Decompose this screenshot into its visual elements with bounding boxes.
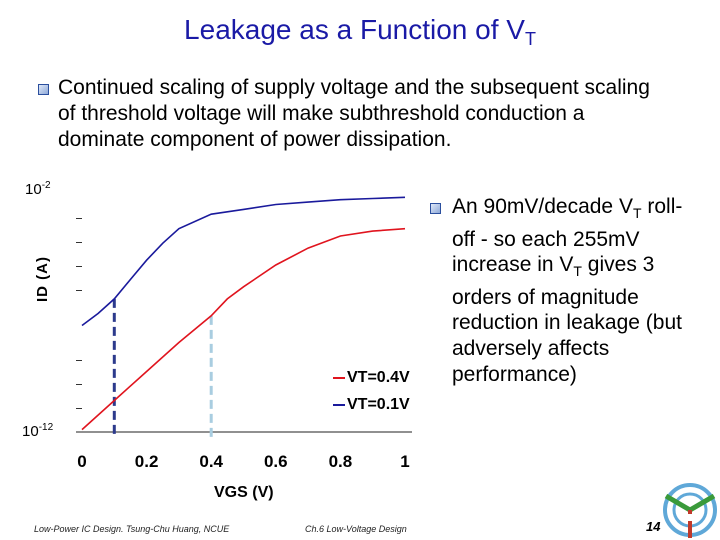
y-tick	[76, 384, 82, 385]
x-tick-label: 1	[400, 452, 410, 471]
x-tick-label: 0.4	[199, 452, 224, 471]
legend-label: VT=0.1V	[347, 396, 410, 413]
slide-title: Leakage as a Function of VT	[184, 14, 536, 49]
x-tick-label: 0.6	[263, 452, 288, 471]
footer-left: Low-Power IC Design. Tsung-Chu Huang, NC…	[34, 524, 230, 534]
x-tick-label: 0	[77, 452, 87, 471]
y-axis-bottom-label: 10-12	[22, 422, 54, 440]
university-logo-icon	[663, 483, 717, 538]
series-line-1	[81, 196, 406, 327]
y-tick	[76, 242, 82, 243]
y-tick	[76, 290, 82, 291]
legend-item-vt04: VT=0.4V	[333, 369, 410, 387]
y-tick	[76, 408, 82, 409]
y-axis-top-label: 10-2	[25, 180, 51, 198]
series-line-0	[81, 227, 406, 431]
main-bullet-text: Continued scaling of supply voltage and …	[58, 76, 650, 151]
legend-swatch-blue	[333, 404, 345, 406]
x-axis-title: VGS (V)	[214, 484, 274, 501]
legend-label: VT=0.4V	[347, 369, 410, 386]
side-bullet-text: An 90mV/decade VT roll-off - so each 255…	[452, 195, 683, 386]
y-tick	[76, 266, 82, 267]
legend-swatch-red	[333, 377, 345, 379]
x-tick-label: 0.2	[134, 452, 159, 471]
legend-item-vt01: VT=0.1V	[333, 396, 410, 414]
y-tick	[76, 218, 82, 219]
footer-center: Ch.6 Low-Voltage Design	[305, 524, 407, 534]
x-tick-label: 0.8	[328, 452, 353, 471]
y-tick	[76, 360, 82, 361]
square-bullet-icon	[38, 84, 49, 95]
square-bullet-icon	[430, 203, 441, 214]
page-number: 14	[646, 519, 661, 534]
